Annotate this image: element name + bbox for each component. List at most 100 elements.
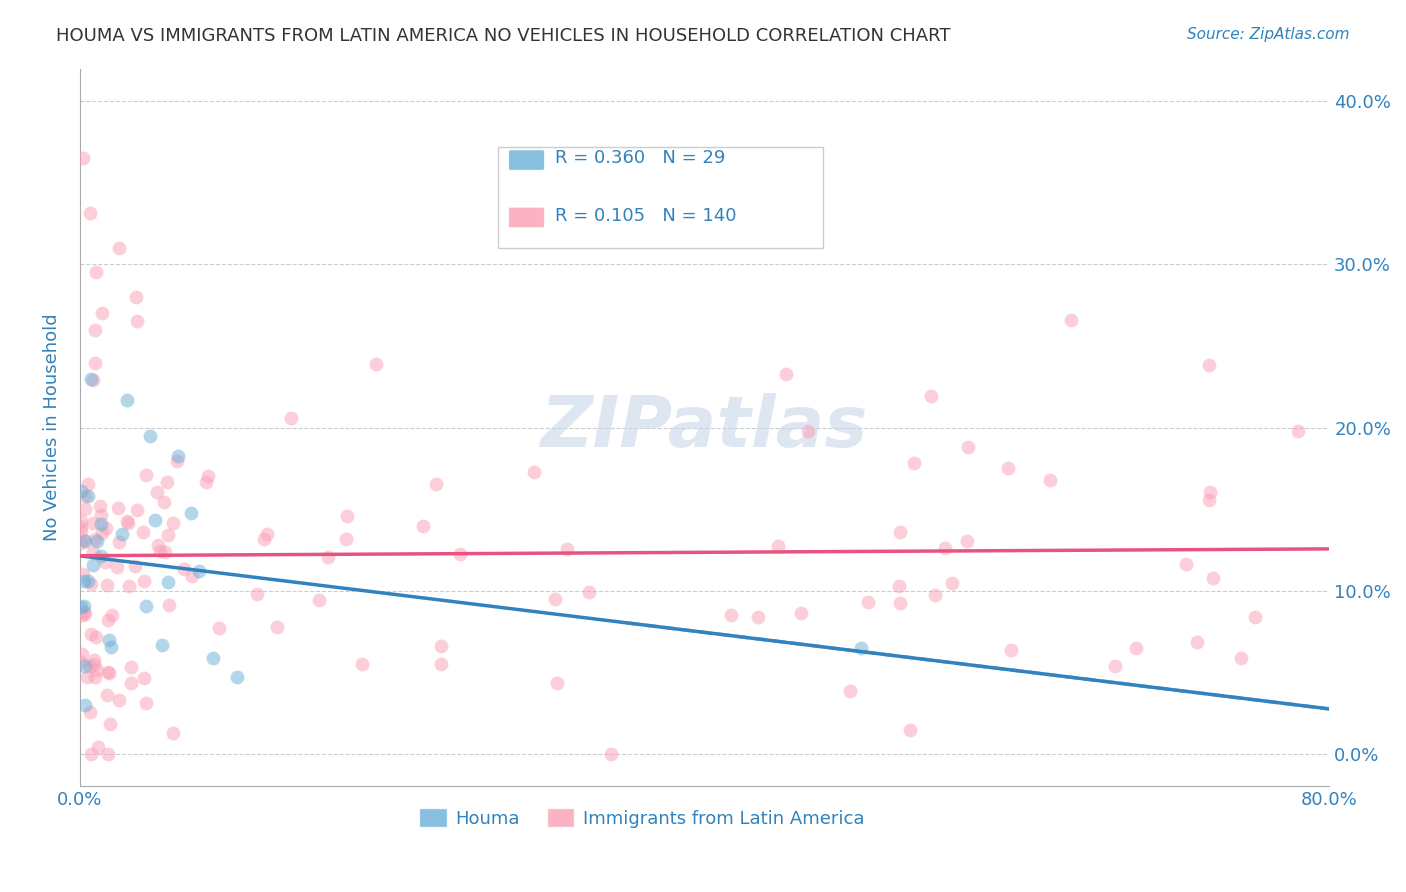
Point [166, 453, 188, 467]
Point [797, 424, 820, 438]
Point [83, 657, 105, 671]
Point [920, 389, 942, 403]
Point [887, 579, 910, 593]
Point [80, 576, 103, 591]
Point [115, 392, 138, 407]
Point [90, 549, 112, 563]
Point [90, 508, 112, 522]
Point [70, 655, 93, 669]
Point [1201, 571, 1223, 585]
Point [86, 740, 108, 755]
Point [117, 579, 139, 593]
Point [941, 576, 963, 591]
Point [180, 568, 202, 582]
Point [139, 428, 162, 442]
Point [156, 574, 179, 589]
Point [146, 485, 169, 500]
Point [77, 574, 100, 589]
Point [82, 545, 104, 559]
Point [73, 605, 96, 619]
Point [162, 726, 184, 740]
Point [84, 356, 107, 370]
Point [70, 483, 93, 498]
Point [82, 516, 104, 531]
Point [180, 506, 202, 520]
Point [167, 450, 190, 464]
Point [1230, 651, 1253, 665]
Point [124, 559, 146, 574]
Point [82, 373, 104, 387]
Point [77, 477, 100, 491]
Point [79, 658, 101, 673]
Point [70, 524, 93, 538]
Point [97, 665, 120, 680]
Point [173, 562, 195, 576]
Point [70, 648, 93, 662]
Text: Source: ZipAtlas.com: Source: ZipAtlas.com [1187, 27, 1350, 42]
Point [98, 716, 121, 731]
Point [924, 588, 946, 602]
Point [957, 440, 980, 454]
Point [839, 684, 862, 698]
Point [72, 566, 94, 581]
Point [149, 543, 172, 558]
Point [1060, 312, 1083, 326]
Point [73, 574, 96, 589]
Point [253, 533, 276, 547]
Point [720, 607, 742, 622]
FancyBboxPatch shape [509, 207, 544, 228]
Point [1286, 424, 1309, 438]
Y-axis label: No Vehicles in Household: No Vehicles in Household [44, 314, 60, 541]
Bar [498, 147, 824, 248]
Point [84, 670, 107, 684]
Point [70, 514, 93, 528]
Point [153, 495, 176, 509]
Point [134, 672, 156, 686]
Legend: Houma, Immigrants from Latin America: Houma, Immigrants from Latin America [412, 801, 872, 835]
Point [90, 306, 112, 320]
Point [143, 513, 166, 527]
Point [82, 558, 104, 573]
Point [83, 323, 105, 337]
Point [70, 536, 93, 550]
Point [366, 357, 388, 371]
Point [127, 314, 149, 328]
Point [108, 241, 131, 255]
Point [266, 619, 288, 633]
Point [1039, 474, 1062, 488]
Text: R = 0.105   N = 140: R = 0.105 N = 140 [554, 207, 737, 225]
Point [352, 657, 374, 671]
Point [194, 475, 217, 489]
Point [135, 599, 157, 614]
Point [108, 693, 131, 707]
Point [889, 596, 911, 610]
Point [335, 532, 357, 546]
Point [425, 476, 447, 491]
Point [100, 640, 122, 654]
Point [135, 696, 157, 710]
Point [226, 670, 249, 684]
Point [903, 456, 925, 470]
Point [1244, 610, 1267, 624]
Point [956, 533, 979, 548]
Point [1198, 493, 1220, 508]
Point [72, 607, 94, 622]
Point [73, 489, 96, 503]
Point [90, 526, 112, 541]
Point [70, 599, 93, 614]
Point [197, 469, 219, 483]
Point [449, 547, 471, 561]
Point [127, 503, 149, 517]
Point [208, 621, 231, 635]
Point [201, 650, 224, 665]
Point [96, 521, 118, 535]
Point [97, 747, 120, 761]
Point [73, 599, 96, 614]
Point [1174, 558, 1197, 572]
Point [157, 599, 180, 613]
Point [117, 514, 139, 528]
Point [83, 533, 105, 547]
Point [73, 533, 96, 547]
Point [117, 516, 139, 531]
Point [858, 595, 880, 609]
